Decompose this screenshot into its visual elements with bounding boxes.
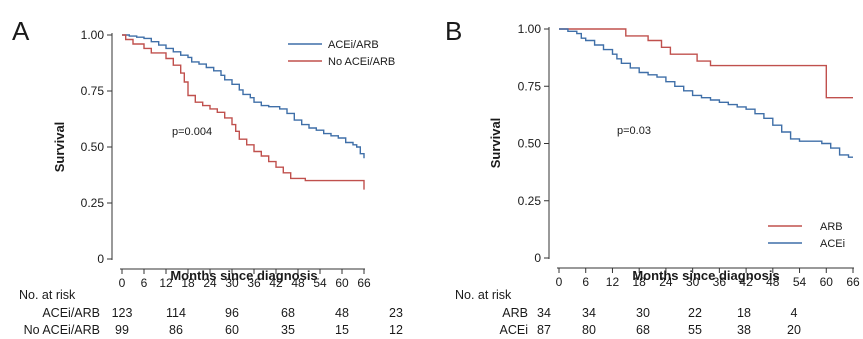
panel-b-risk-count-arb: 18 — [737, 306, 751, 320]
panel-a-risk-count-acei-arb: 123 — [112, 306, 133, 320]
panel-a-legend-label-no-acei-arb: No ACEi/ARB — [328, 56, 395, 68]
panel-b-plot-area: 0 0.25 0.50 0.75 1.00 0 6 12 18 24 30 36 42 48 54 60 66 — [518, 22, 860, 289]
panel-b-x-tick-label: 30 — [686, 275, 700, 289]
panel-b-risk-count-arb: 30 — [636, 306, 650, 320]
panel-a-x-tick-label: 0 — [119, 276, 126, 290]
panel-b-legend-label-arb: ARB — [820, 221, 843, 233]
panel-a-risk-count-no-acei-arb: 99 — [115, 323, 129, 337]
panel-b-label: B — [445, 16, 462, 46]
panel-b-risk-table: No. at risk ARB ACEi 34 34 30 22 18 4 87 80 68 55… — [455, 288, 801, 337]
panel-b-p-value: p=0.03 — [617, 125, 651, 137]
panel-a-survival-curve-no-acei-arb — [122, 34, 365, 190]
panel-b-x-tick-label: 66 — [846, 275, 860, 289]
panel-a-risk-cells: 123 114 96 68 48 23 99 86 60 35 15 12 — [112, 306, 403, 337]
panel-a-risk-count-acei-arb: 114 — [166, 306, 186, 320]
panel-a-x-tick-label: 54 — [313, 276, 327, 290]
panel-a-survival-curve-acei-arb — [122, 34, 365, 159]
panel-b-risk-header: No. at risk — [455, 288, 512, 302]
panel-a-x-tick-label: 48 — [291, 276, 305, 290]
panel-b-y-tick-label: 0.25 — [518, 194, 542, 208]
panel-a-x-tick-label: 18 — [181, 276, 195, 290]
panel-b-y-tick-label: 0.75 — [518, 79, 542, 93]
panel-b-x-tick-label: 48 — [766, 275, 780, 289]
panel-a-y-tick-label: 0 — [97, 252, 104, 266]
panel-b: B Survival Months since diagnosis p=0.03… — [445, 16, 860, 337]
panel-b-survival-curve-acei — [559, 28, 853, 158]
panel-b-x-tick-label: 54 — [793, 275, 807, 289]
panel-a-x-tick-label: 12 — [159, 276, 173, 290]
panel-a-p-value: p=0.004 — [172, 126, 212, 138]
panel-a-legend-label-acei-arb: ACEi/ARB — [328, 39, 379, 51]
panel-a-risk-count-no-acei-arb: 60 — [225, 323, 239, 337]
panel-a-risk-count-no-acei-arb: 86 — [169, 323, 183, 337]
panel-a-risk-count-acei-arb: 23 — [389, 306, 403, 320]
panel-b-risk-count-arb: 34 — [582, 306, 596, 320]
panel-a-x-tick-label: 36 — [247, 276, 261, 290]
panel-b-x-tick-label: 24 — [659, 275, 673, 289]
panel-a-risk-count-acei-arb: 96 — [225, 306, 239, 320]
panel-b-x-tick-label: 36 — [713, 275, 727, 289]
panel-a-risk-row-label-acei-arb: ACEi/ARB — [42, 306, 100, 320]
panel-a-risk-count-acei-arb: 48 — [335, 306, 349, 320]
panel-a-y-tick-label: 0.75 — [81, 84, 105, 98]
panel-b-x-tick-label: 18 — [633, 275, 647, 289]
panel-a-y-axis-label: Survival — [52, 122, 67, 173]
panel-b-y-axis-label: Survival — [488, 118, 503, 169]
panel-a-x-tick-label: 66 — [357, 276, 371, 290]
panel-a-x-tick-label: 6 — [141, 276, 148, 290]
panel-b-risk-count-arb: 4 — [791, 306, 798, 320]
panel-a-risk-header: No. at risk — [19, 288, 76, 302]
panel-a-plot-area: 0 0.25 0.50 0.75 1.00 0 6 12 18 24 30 36 42 48 54 60 66 — [81, 28, 371, 290]
panel-a-risk-count-no-acei-arb: 35 — [281, 323, 295, 337]
panel-b-x-tick-label: 12 — [606, 275, 620, 289]
panel-a-x-tick-label: 30 — [225, 276, 239, 290]
panel-b-x-tick-label: 6 — [582, 275, 589, 289]
panel-b-risk-count-acei: 20 — [787, 323, 801, 337]
panel-b-risk-count-acei: 87 — [537, 323, 551, 337]
panel-b-survival-curve-arb — [559, 28, 853, 99]
panel-b-risk-count-arb: 22 — [688, 306, 702, 320]
panel-b-risk-cells: 34 34 30 22 18 4 87 80 68 55 38 20 — [537, 306, 801, 337]
panel-b-y-tick-label: 0.50 — [518, 137, 542, 151]
panel-b-risk-count-acei: 80 — [582, 323, 596, 337]
panel-a-legend: ACEi/ARB No ACEi/ARB — [288, 39, 395, 68]
panel-b-risk-row-label-acei: ACEi — [500, 323, 528, 337]
panel-b-y-tick-label: 0 — [534, 251, 541, 265]
panel-b-risk-count-acei: 68 — [636, 323, 650, 337]
panel-a: A Survival Months since diagnosis p=0.00… — [12, 16, 403, 337]
panel-a-risk-row-label-no-acei-arb: No ACEi/ARB — [24, 323, 100, 337]
panel-a-y-tick-label: 1.00 — [81, 28, 105, 42]
panel-b-legend: ARB ACEi — [768, 221, 845, 250]
panel-b-y-tick-label: 1.00 — [518, 22, 542, 36]
panel-a-risk-table: No. at risk ACEi/ARB No ACEi/ARB 123 114 9… — [19, 288, 403, 337]
panel-b-x-tick-label: 0 — [556, 275, 563, 289]
panel-a-x-tick-label: 42 — [269, 276, 283, 290]
panel-a-y-tick-label: 0.50 — [81, 140, 105, 154]
panel-b-risk-row-label-arb: ARB — [502, 306, 528, 320]
panel-a-y-tick-label: 0.25 — [81, 196, 105, 210]
panel-a-x-axis-label: Months since diagnosis — [170, 268, 317, 283]
panel-a-risk-count-no-acei-arb: 15 — [335, 323, 349, 337]
panel-b-x-axis-label: Months since diagnosis — [632, 268, 779, 283]
panel-a-x-tick-label: 60 — [335, 276, 349, 290]
panel-a-risk-count-no-acei-arb: 12 — [389, 323, 403, 337]
panel-a-x-tick-label: 24 — [203, 276, 217, 290]
panel-b-risk-count-acei: 38 — [737, 323, 751, 337]
panel-a-label: A — [12, 16, 30, 46]
panel-b-risk-count-acei: 55 — [688, 323, 702, 337]
panel-b-x-tick-label: 60 — [820, 275, 834, 289]
panel-b-legend-label-acei: ACEi — [820, 238, 845, 250]
panel-b-risk-count-arb: 34 — [537, 306, 551, 320]
panel-b-x-tick-label: 42 — [739, 275, 753, 289]
panel-a-risk-count-acei-arb: 68 — [281, 306, 295, 320]
